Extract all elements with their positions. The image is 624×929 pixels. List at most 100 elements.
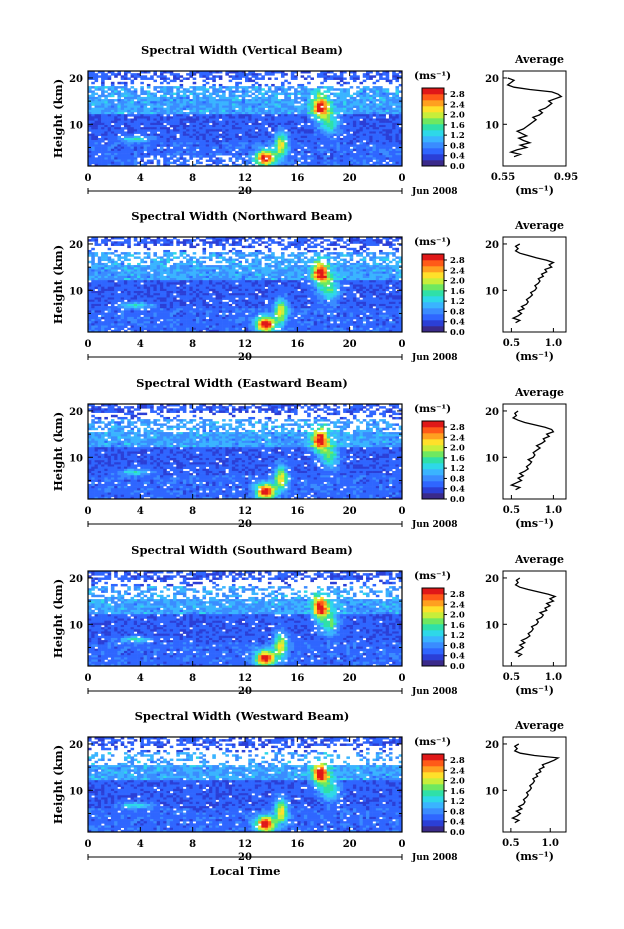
heatmap-cell: [366, 144, 370, 147]
heatmap-cell: [310, 157, 314, 160]
heatmap-cell: [169, 161, 174, 165]
heatmap-cell: [245, 271, 249, 275]
heatmap-cell: [215, 243, 220, 246]
heatmap-cell: [339, 94, 344, 98]
heatmap-cell: [218, 260, 223, 264]
heatmap-cell: [107, 258, 112, 262]
heatmap-cell: [130, 280, 135, 283]
heatmap-cell: [359, 153, 364, 156]
heatmap-cell: [261, 273, 265, 277]
heatmap-cell: [192, 109, 197, 113]
heatmap-cell: [248, 273, 252, 277]
heatmap-cell: [169, 267, 174, 270]
heatmap-cell: [280, 109, 285, 113]
heatmap-cell: [159, 131, 164, 134]
heatmap-cell: [199, 71, 203, 74]
heatmap-cell: [101, 101, 105, 104]
heatmap-cell: [264, 153, 269, 156]
heatmap-cell: [362, 112, 367, 115]
heatmap-cell: [97, 131, 102, 134]
heatmap-cell: [366, 96, 370, 100]
heatmap-cell: [222, 99, 226, 102]
heatmap-cell: [133, 109, 138, 113]
heatmap-cell: [228, 99, 233, 102]
heatmap-cell: [189, 75, 193, 78]
heatmap-cell: [366, 124, 370, 128]
heatmap-cell: [195, 271, 200, 275]
heatmap-cell: [186, 101, 190, 104]
heatmap-cell: [241, 144, 246, 147]
heatmap-cell: [199, 86, 203, 89]
heatmap-cell: [195, 237, 200, 240]
profile-title: Average: [514, 53, 564, 66]
heatmap-cell: [372, 75, 377, 78]
heatmap-cell: [218, 90, 223, 93]
heatmap-cell: [104, 101, 108, 104]
heatmap-cell: [127, 71, 131, 74]
heatmap-cell: [127, 239, 131, 242]
heatmap-cell: [173, 273, 177, 277]
heatmap-cell: [320, 99, 324, 102]
heatmap-cell: [127, 107, 131, 111]
heatmap-cell: [235, 150, 239, 154]
heatmap-cell: [287, 118, 292, 121]
heatmap-cell: [369, 88, 373, 91]
heatmap-cell: [323, 247, 328, 251]
heatmap-cell: [107, 256, 112, 259]
heatmap-cell: [182, 122, 187, 126]
heatmap-cell: [218, 157, 223, 160]
heatmap-cell: [303, 157, 308, 160]
heatmap-cell: [267, 112, 272, 115]
heatmap-cell: [369, 114, 373, 117]
heatmap-cell: [382, 101, 386, 104]
heatmap-cell: [146, 112, 151, 115]
heatmap-cell: [94, 124, 99, 128]
heatmap-cell: [114, 249, 118, 253]
heatmap-cell: [294, 269, 298, 272]
colorbar-tick-label: 2.0: [450, 111, 465, 121]
heatmap-cell: [261, 146, 265, 150]
heatmap-cell: [91, 137, 95, 141]
heatmap-cell: [218, 135, 223, 139]
heatmap-cell: [166, 278, 171, 281]
heatmap-cell: [339, 116, 344, 119]
heatmap-cell: [192, 153, 197, 156]
heatmap-cell: [248, 101, 252, 104]
heatmap-cell: [290, 137, 295, 141]
heatmap-cell: [114, 265, 118, 268]
heatmap-cell: [140, 99, 144, 102]
heatmap-cell: [258, 153, 262, 156]
heatmap-cell: [271, 153, 275, 156]
heatmap-cell: [316, 140, 321, 143]
heatmap-cell: [382, 90, 386, 93]
heatmap-cell: [186, 90, 190, 93]
heatmap-cell: [137, 131, 141, 134]
heatmap-cell: [258, 150, 262, 154]
heatmap-cell: [271, 90, 275, 93]
heatmap-cell: [385, 96, 390, 100]
heatmap-cell: [254, 153, 259, 156]
heatmap-cell: [326, 163, 331, 167]
heatmap-cell: [133, 88, 138, 91]
heatmap-cell: [199, 271, 203, 275]
heatmap-cell: [379, 107, 383, 111]
heatmap-cell: [349, 140, 354, 143]
heatmap-cell: [186, 267, 190, 270]
heatmap-cell: [251, 103, 256, 106]
heatmap-cell: [388, 155, 393, 158]
heatmap-cell: [320, 116, 324, 119]
heatmap-cell: [271, 137, 275, 141]
heatmap-cell: [323, 153, 328, 156]
heatmap-cell: [356, 90, 360, 93]
heatmap-cell: [127, 161, 131, 165]
heatmap-cell: [107, 116, 112, 119]
heatmap-cell: [248, 133, 252, 137]
heatmap-cell: [300, 107, 305, 111]
heatmap-cell: [231, 122, 236, 126]
heatmap-cell: [280, 159, 285, 162]
heatmap-cell: [199, 105, 203, 109]
heatmap-cell: [130, 157, 135, 160]
heatmap-cell: [107, 133, 112, 137]
heatmap-cell: [101, 144, 105, 147]
heatmap-cell: [366, 146, 370, 150]
